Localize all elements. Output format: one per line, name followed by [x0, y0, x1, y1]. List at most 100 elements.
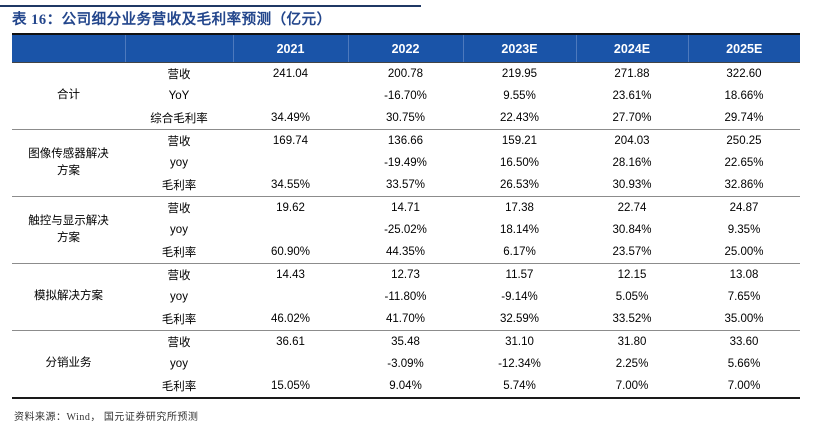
- value-cell: 7.00%: [576, 375, 688, 399]
- value-cell: 34.49%: [233, 107, 348, 130]
- value-cell: 13.08: [688, 263, 800, 286]
- table-row: 模拟解决方案 营收 14.43 12.73 11.57 12.15 13.08: [12, 263, 800, 331]
- year-header-2025e: 2025E: [687, 34, 800, 63]
- segment-name-cell: 模拟解决方案: [12, 263, 125, 331]
- value-cell: -9.14%: [463, 286, 576, 308]
- value-cell: 6.17%: [463, 241, 576, 264]
- segment-name-cell: 触控与显示解决 方案: [12, 196, 125, 264]
- value-cell: [233, 85, 348, 107]
- value-cell: 16.50%: [463, 152, 576, 174]
- value-cell: -12.34%: [463, 353, 576, 375]
- segment-name-cell: 合计: [12, 62, 125, 130]
- value-cell: 219.95: [463, 62, 576, 85]
- value-cell: 22.43%: [463, 107, 576, 130]
- value-cell: 322.60: [688, 62, 800, 85]
- segment-name-cell: 图像传感器解决 方案: [12, 129, 125, 197]
- value-cell: 271.88: [576, 62, 688, 85]
- value-cell: 35.48: [348, 330, 463, 353]
- value-cell: 30.75%: [348, 107, 463, 130]
- value-cell: 33.60: [688, 330, 800, 353]
- metric-label-cell: yoy: [125, 219, 233, 241]
- value-cell: -3.09%: [348, 353, 463, 375]
- table-row: 合计 营收 241.04 200.78 219.95 271.88 322.60: [12, 62, 800, 130]
- year-header-2022: 2022: [347, 34, 463, 63]
- metric-label-cell: 营收: [125, 263, 233, 286]
- source-note: 资料来源：Wind， 国元证券研究所预测: [14, 412, 199, 423]
- value-cell: 34.55%: [233, 174, 348, 197]
- metric-label-cell: 毛利率: [125, 308, 233, 331]
- value-cell: 22.74: [576, 196, 688, 219]
- value-cell: [233, 219, 348, 241]
- value-cell: -19.49%: [348, 152, 463, 174]
- value-cell: 26.53%: [463, 174, 576, 197]
- table-row: 毛利率 60.90% 44.35% 6.17% 23.57% 25.00%: [12, 241, 800, 264]
- value-cell: -16.70%: [348, 85, 463, 107]
- metric-label-cell: YoY: [125, 85, 233, 107]
- header-segment-blank: [12, 34, 125, 63]
- table-header-row: 2021 2022 2023E 2024E 2025E: [12, 34, 800, 63]
- table-row: 综合毛利率 34.49% 30.75% 22.43% 27.70% 29.74%: [12, 107, 800, 130]
- value-cell: 60.90%: [233, 241, 348, 264]
- value-cell: 136.66: [348, 129, 463, 152]
- value-cell: 30.84%: [576, 219, 688, 241]
- value-cell: 14.43: [233, 263, 348, 286]
- value-cell: 31.80: [576, 330, 688, 353]
- year-header-2023e: 2023E: [462, 34, 576, 63]
- value-cell: 33.57%: [348, 174, 463, 197]
- value-cell: [233, 152, 348, 174]
- value-cell: 19.62: [233, 196, 348, 219]
- value-cell: 11.57: [463, 263, 576, 286]
- value-cell: 7.00%: [688, 375, 800, 399]
- value-cell: -11.80%: [348, 286, 463, 308]
- value-cell: 14.71: [348, 196, 463, 219]
- value-cell: 46.02%: [233, 308, 348, 331]
- table-row: 图像传感器解决 方案 营收 169.74 136.66 159.21 204.03 250.…: [12, 129, 800, 197]
- value-cell: 30.93%: [576, 174, 688, 197]
- table-body: 合计 营收 241.04 200.78 219.95 271.88 322.60 YoY -16…: [12, 62, 800, 399]
- value-cell: 5.74%: [463, 375, 576, 399]
- value-cell: 2.25%: [576, 353, 688, 375]
- value-cell: 22.65%: [688, 152, 800, 174]
- table-row: 毛利率 15.05% 9.04% 5.74% 7.00% 7.00%: [12, 375, 800, 399]
- value-cell: 12.73: [348, 263, 463, 286]
- table-row: yoy -3.09% -12.34% 2.25% 5.66%: [12, 353, 800, 375]
- value-cell: [233, 353, 348, 375]
- value-cell: 25.00%: [688, 241, 800, 264]
- table-row: 毛利率 46.02% 41.70% 32.59% 33.52% 35.00%: [12, 308, 800, 331]
- value-cell: 35.00%: [688, 308, 800, 331]
- year-header-2024e: 2024E: [575, 34, 688, 63]
- value-cell: 33.52%: [576, 308, 688, 331]
- value-cell: 18.66%: [688, 85, 800, 107]
- table-row: 分销业务 营收 36.61 35.48 31.10 31.80 33.60: [12, 330, 800, 399]
- value-cell: 200.78: [348, 62, 463, 85]
- metric-label-cell: 毛利率: [125, 375, 233, 399]
- value-cell: 23.61%: [576, 85, 688, 107]
- value-cell: 9.04%: [348, 375, 463, 399]
- value-cell: 169.74: [233, 129, 348, 152]
- metric-label-cell: yoy: [125, 353, 233, 375]
- value-cell: 28.16%: [576, 152, 688, 174]
- value-cell: 5.05%: [576, 286, 688, 308]
- segment-name-cell: 分销业务: [12, 330, 125, 399]
- value-cell: 27.70%: [576, 107, 688, 130]
- year-header-2021: 2021: [232, 34, 348, 63]
- value-cell: 7.65%: [688, 286, 800, 308]
- metric-label-cell: yoy: [125, 152, 233, 174]
- value-cell: 44.35%: [348, 241, 463, 264]
- metric-label-cell: 营收: [125, 330, 233, 353]
- value-cell: 41.70%: [348, 308, 463, 331]
- value-cell: 29.74%: [688, 107, 800, 130]
- value-cell: 32.86%: [688, 174, 800, 197]
- value-cell: 32.59%: [463, 308, 576, 331]
- table-row: YoY -16.70% 9.55% 23.61% 18.66%: [12, 85, 800, 107]
- top-divider-rule: [0, 5, 421, 7]
- metric-label-cell: 综合毛利率: [125, 107, 233, 130]
- value-cell: 23.57%: [576, 241, 688, 264]
- metric-label-cell: 营收: [125, 129, 233, 152]
- metric-label-cell: yoy: [125, 286, 233, 308]
- metric-label-cell: 毛利率: [125, 241, 233, 264]
- metric-label-cell: 营收: [125, 62, 233, 85]
- table-row: yoy -25.02% 18.14% 30.84% 9.35%: [12, 219, 800, 241]
- value-cell: 18.14%: [463, 219, 576, 241]
- metric-label-cell: 毛利率: [125, 174, 233, 197]
